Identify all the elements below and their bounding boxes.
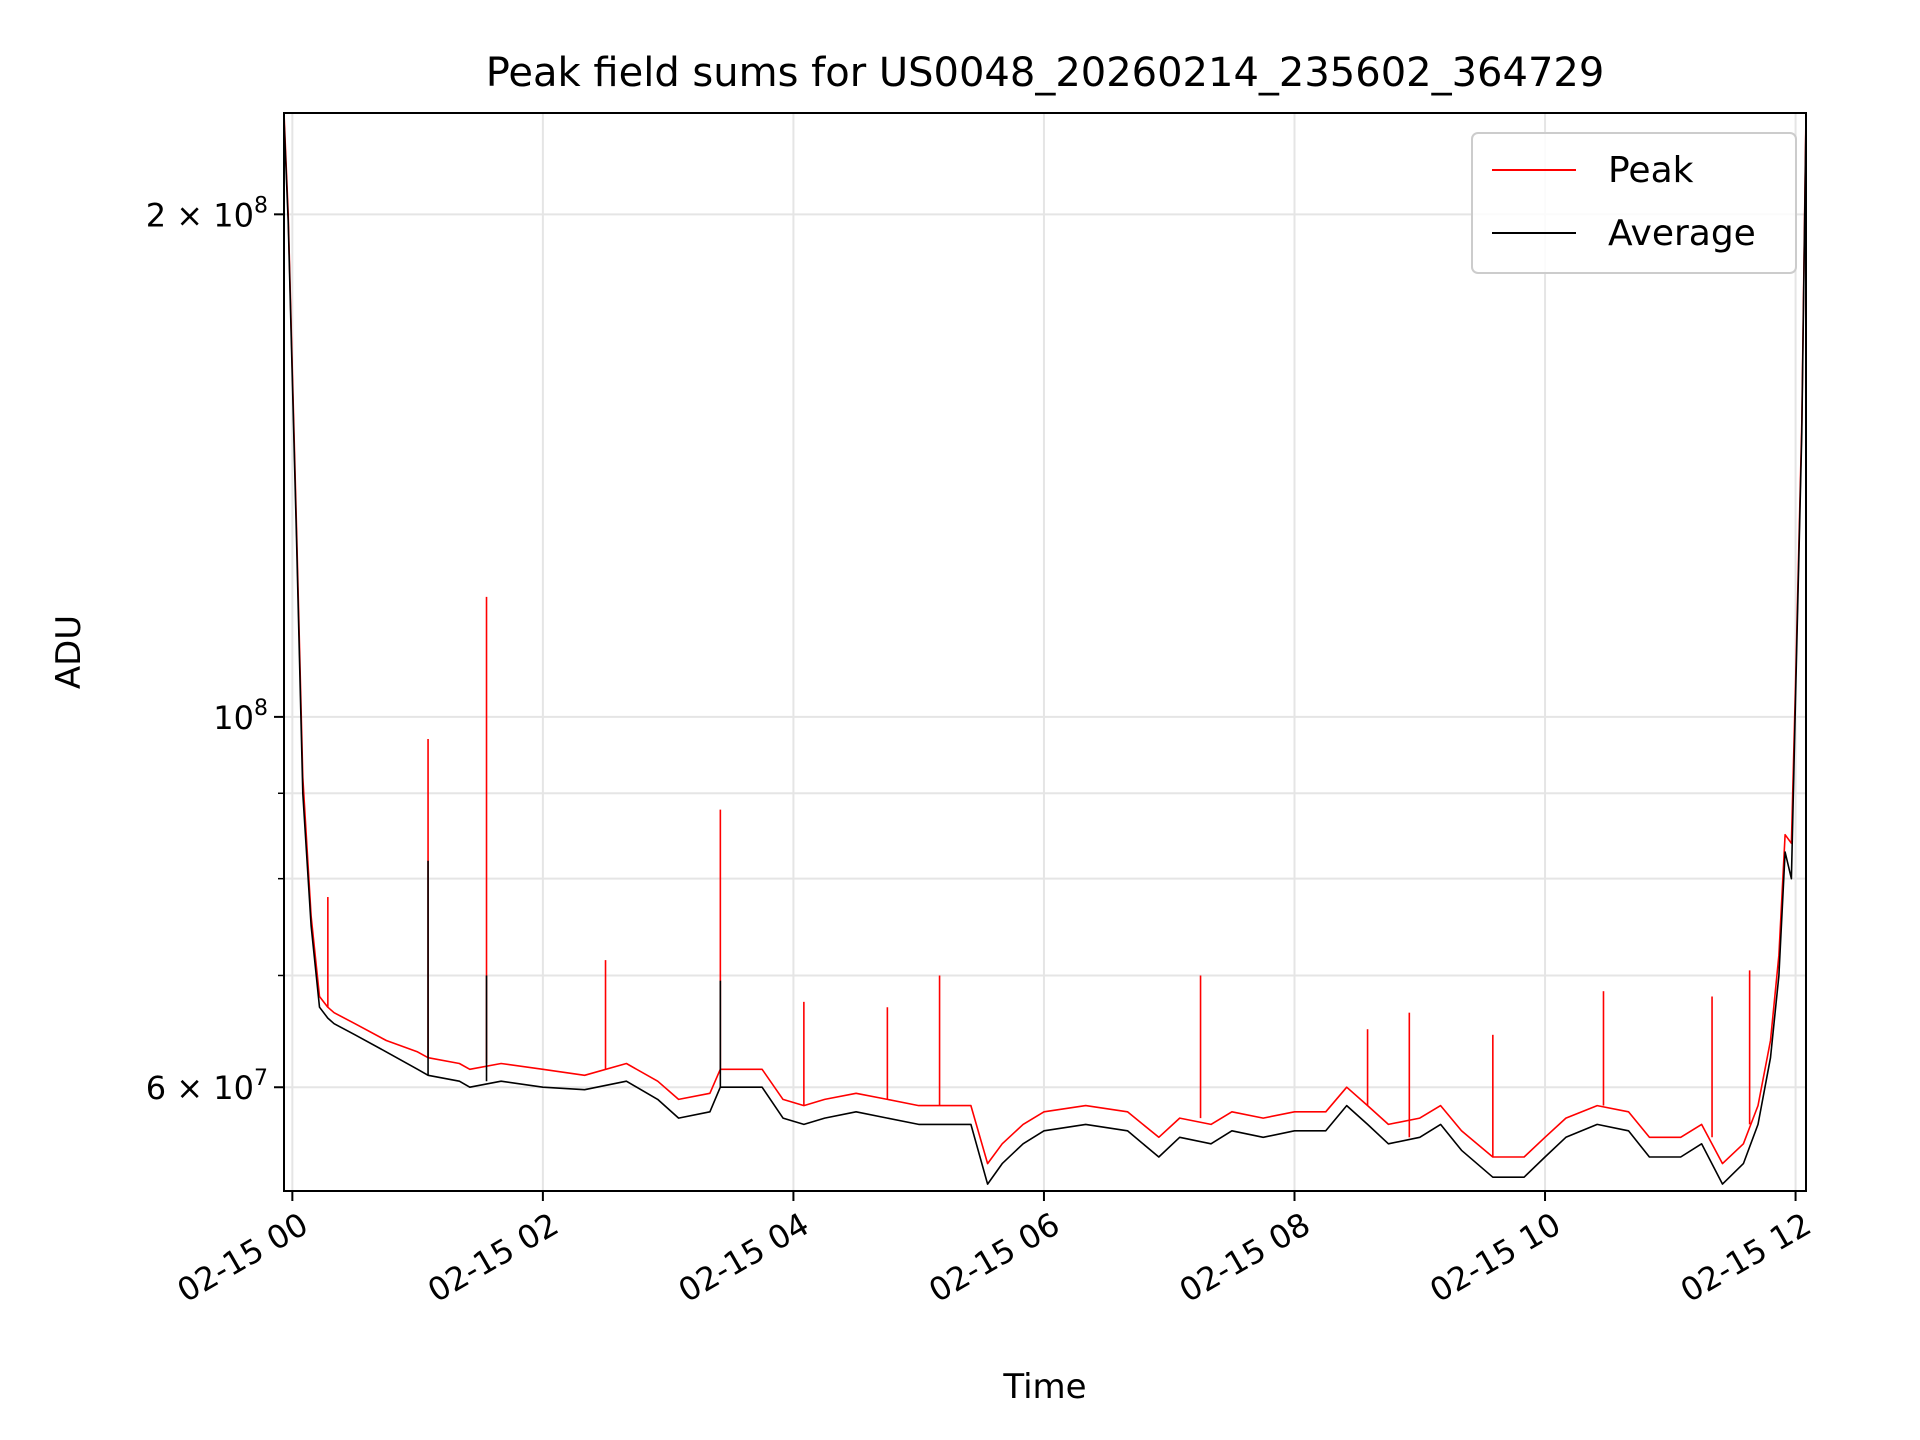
- x-axis-label: Time: [1002, 1367, 1086, 1407]
- legend-peak-label: Peak: [1608, 150, 1694, 191]
- y-tick-label: 108: [213, 696, 268, 737]
- series-line-peak: [284, 113, 1806, 1165]
- plot-frame: [283, 112, 1807, 1192]
- legend: Peak Average: [1471, 132, 1797, 274]
- legend-box: [1471, 132, 1797, 274]
- y-tick-label: 6 × 107: [146, 1066, 268, 1107]
- y-axis-label: ADU: [49, 615, 89, 689]
- series-layer: [284, 113, 1806, 1185]
- chart-title: Peak field sums for US0048_20260214_2356…: [486, 50, 1605, 96]
- y-tick-label: 2 × 108: [146, 193, 268, 234]
- grid: [284, 113, 1806, 1191]
- series-line-average: [284, 119, 1806, 1185]
- legend-average-label: Average: [1608, 213, 1756, 254]
- y-axis: 2 × 108 108 6 × 107: [146, 193, 284, 1107]
